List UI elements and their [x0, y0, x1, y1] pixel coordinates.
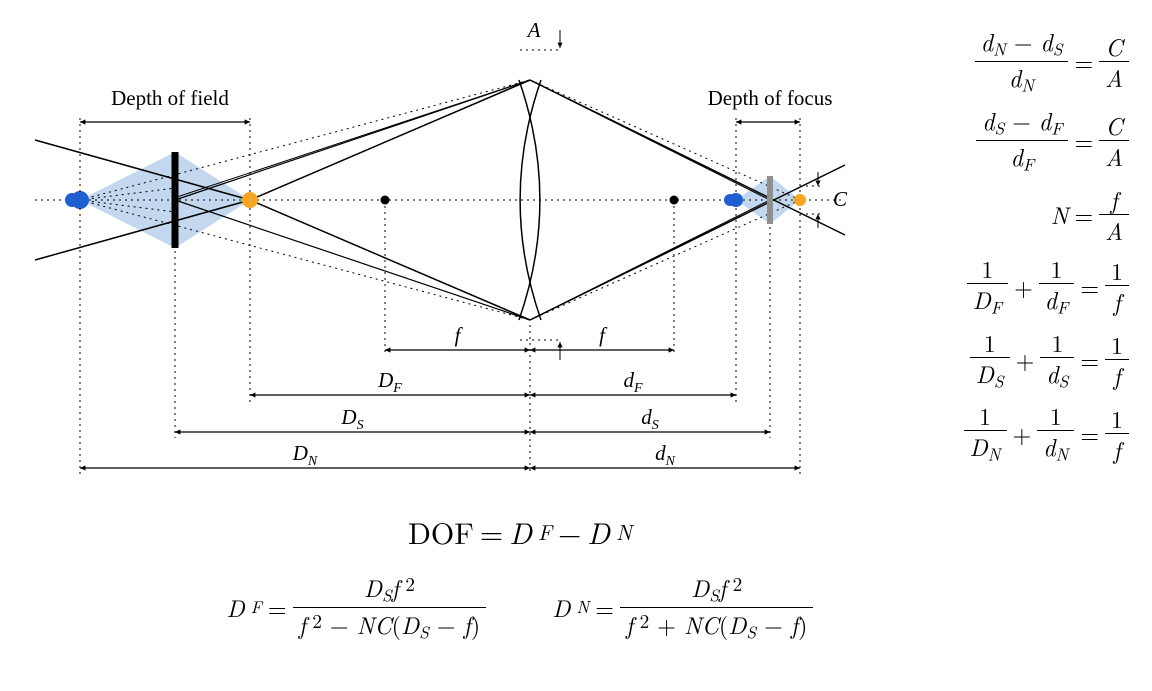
svg-text:C: C [833, 187, 848, 211]
svg-text:DF: DF [377, 368, 402, 396]
svg-text:dS: dS [641, 405, 659, 433]
svg-text:A: A [526, 18, 541, 42]
equations-side: dN − dSdN = CAdS − dFdF = CAN = fA1DF + … [961, 26, 1132, 466]
svg-text:f: f [455, 323, 464, 347]
svg-text:f: f [599, 323, 608, 347]
equations-bottom: DOF = DF − DNDF = DSf 2f 2 − NC(DS − f)D… [170, 510, 870, 644]
svg-text:DN: DN [292, 441, 318, 469]
svg-text:DS: DS [340, 405, 363, 433]
svg-text:Depth of field: Depth of field [111, 86, 229, 110]
svg-text:Depth of focus: Depth of focus [708, 86, 833, 110]
svg-text:dN: dN [655, 441, 676, 469]
svg-text:dF: dF [623, 368, 643, 396]
